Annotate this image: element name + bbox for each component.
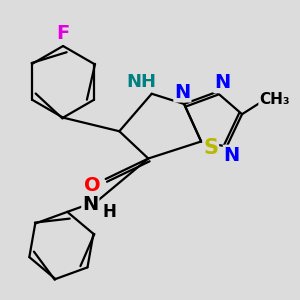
Text: N: N [174, 82, 190, 101]
Text: N: N [224, 146, 240, 165]
Text: NH: NH [127, 73, 157, 91]
Text: F: F [55, 25, 68, 44]
Text: O: O [84, 176, 101, 195]
Text: CH₃: CH₃ [259, 92, 290, 107]
Text: H: H [103, 203, 117, 221]
Text: F: F [56, 24, 70, 43]
Text: S: S [203, 138, 218, 158]
Text: N: N [214, 73, 230, 92]
Text: N: N [82, 195, 98, 214]
